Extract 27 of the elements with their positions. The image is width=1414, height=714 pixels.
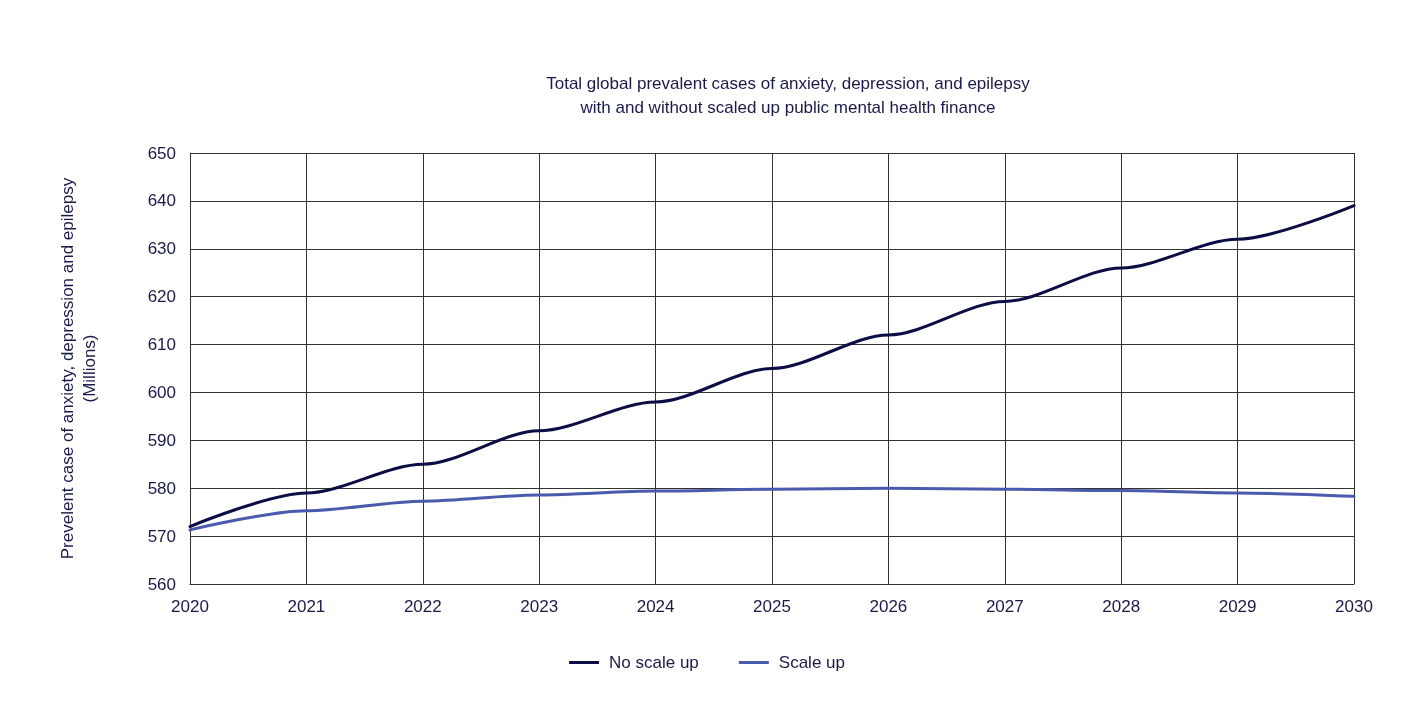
y-tick-label: 610: [147, 335, 176, 355]
y-tick-label: 630: [147, 239, 176, 259]
y-tick-label: 620: [147, 287, 176, 307]
line-series: [188, 486, 1356, 532]
y-tick-label: 560: [147, 574, 176, 594]
legend-label: No scale up: [609, 653, 699, 672]
chart-title: Total global prevalent cases of anxiety, depression, and epilepsy with and without scaled up public mental health finance: [546, 73, 1031, 117]
x-tick-label: 2022: [403, 597, 442, 616]
y-tick-label: 600: [147, 382, 176, 402]
x-tick-label: 2026: [869, 597, 908, 616]
x-tick-label: 2025: [753, 597, 791, 616]
x-tick-label: 2021: [287, 597, 326, 616]
y-axis-title: Prevelent case of anxiety, depression and epilepsy (Millions): [57, 177, 99, 560]
x-tick-label: 2027: [985, 597, 1024, 616]
legend-label: Scale up: [778, 653, 845, 672]
x-tick-label: 2020: [171, 597, 209, 616]
y-tick-label: 650: [147, 143, 176, 163]
line-series: [188, 204, 1356, 529]
x-tick-label: 2029: [1218, 597, 1257, 616]
x-tick-label: 2023: [520, 597, 559, 616]
x-tick-label: 2024: [636, 597, 675, 616]
x-tick-label: 2028: [1102, 597, 1141, 616]
x-tick-label: 2030: [1335, 597, 1373, 616]
y-tick-label: 580: [147, 478, 176, 498]
y-tick-label: 590: [147, 430, 176, 450]
y-tick-label: 640: [147, 191, 176, 211]
y-tick-label: 570: [147, 526, 176, 546]
